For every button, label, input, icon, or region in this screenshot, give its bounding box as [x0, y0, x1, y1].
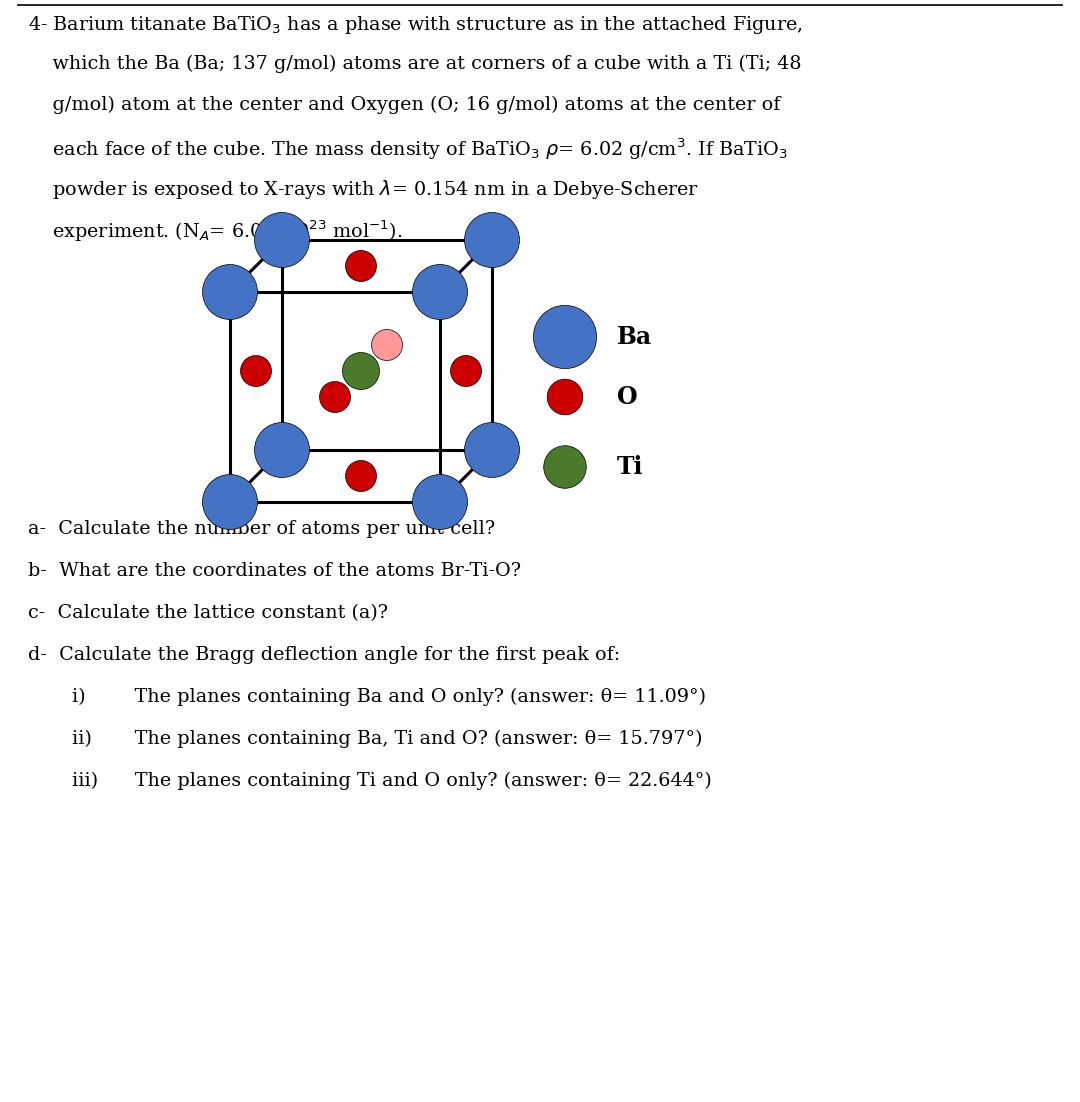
Circle shape: [202, 264, 257, 320]
Text: Ba: Ba: [617, 325, 652, 349]
Circle shape: [413, 475, 468, 529]
Circle shape: [464, 422, 519, 477]
Text: ii)       The planes containing Ba, Ti and O? (answer: θ= 15.797°): ii) The planes containing Ba, Ti and O? …: [72, 730, 702, 748]
Circle shape: [202, 475, 257, 529]
Circle shape: [464, 213, 519, 268]
Text: O: O: [617, 385, 637, 409]
Circle shape: [320, 381, 351, 412]
Text: Ti: Ti: [617, 455, 644, 479]
Circle shape: [450, 356, 482, 387]
Circle shape: [346, 250, 377, 281]
Circle shape: [255, 213, 310, 268]
Text: iii)      The planes containing Ti and O only? (answer: θ= 22.644°): iii) The planes containing Ti and O only…: [72, 773, 712, 790]
Text: b-  What are the coordinates of the atoms Br-Ti-O?: b- What are the coordinates of the atoms…: [28, 562, 521, 580]
Circle shape: [255, 422, 310, 477]
Text: each face of the cube. The mass density of BaTiO$_3$ $\rho$= 6.02 g/cm$^3$. If B: each face of the cube. The mass density …: [28, 137, 787, 162]
Text: 4- Barium titanate BaTiO$_3$ has a phase with structure as in the attached Figur: 4- Barium titanate BaTiO$_3$ has a phase…: [28, 14, 802, 36]
Text: d-  Calculate the Bragg deflection angle for the first peak of:: d- Calculate the Bragg deflection angle …: [28, 646, 620, 665]
Text: which the Ba (Ba; 137 g/mol) atoms are at corners of a cube with a Ti (Ti; 48: which the Ba (Ba; 137 g/mol) atoms are a…: [28, 55, 801, 73]
Circle shape: [543, 445, 586, 488]
Text: c-  Calculate the lattice constant (a)?: c- Calculate the lattice constant (a)?: [28, 604, 388, 622]
Text: i)        The planes containing Ba and O only? (answer: θ= 11.09°): i) The planes containing Ba and O only? …: [72, 688, 706, 706]
Text: g/mol) atom at the center and Oxygen (O; 16 g/mol) atoms at the center of: g/mol) atom at the center and Oxygen (O;…: [28, 96, 781, 115]
Text: a-  Calculate the number of atoms per unit cell?: a- Calculate the number of atoms per uni…: [28, 520, 495, 538]
Text: powder is exposed to X-rays with $\lambda$= 0.154 nm in a Debye-Scherer: powder is exposed to X-rays with $\lambd…: [28, 179, 699, 201]
Circle shape: [372, 329, 403, 360]
Circle shape: [346, 461, 377, 491]
Circle shape: [534, 305, 596, 369]
Text: experiment. (N$_A$= 6.02x10$^{23}$ mol$^{-1}$).: experiment. (N$_A$= 6.02x10$^{23}$ mol$^…: [28, 219, 403, 245]
Circle shape: [342, 353, 379, 389]
Circle shape: [241, 356, 271, 387]
Circle shape: [413, 264, 468, 320]
Circle shape: [548, 379, 583, 414]
